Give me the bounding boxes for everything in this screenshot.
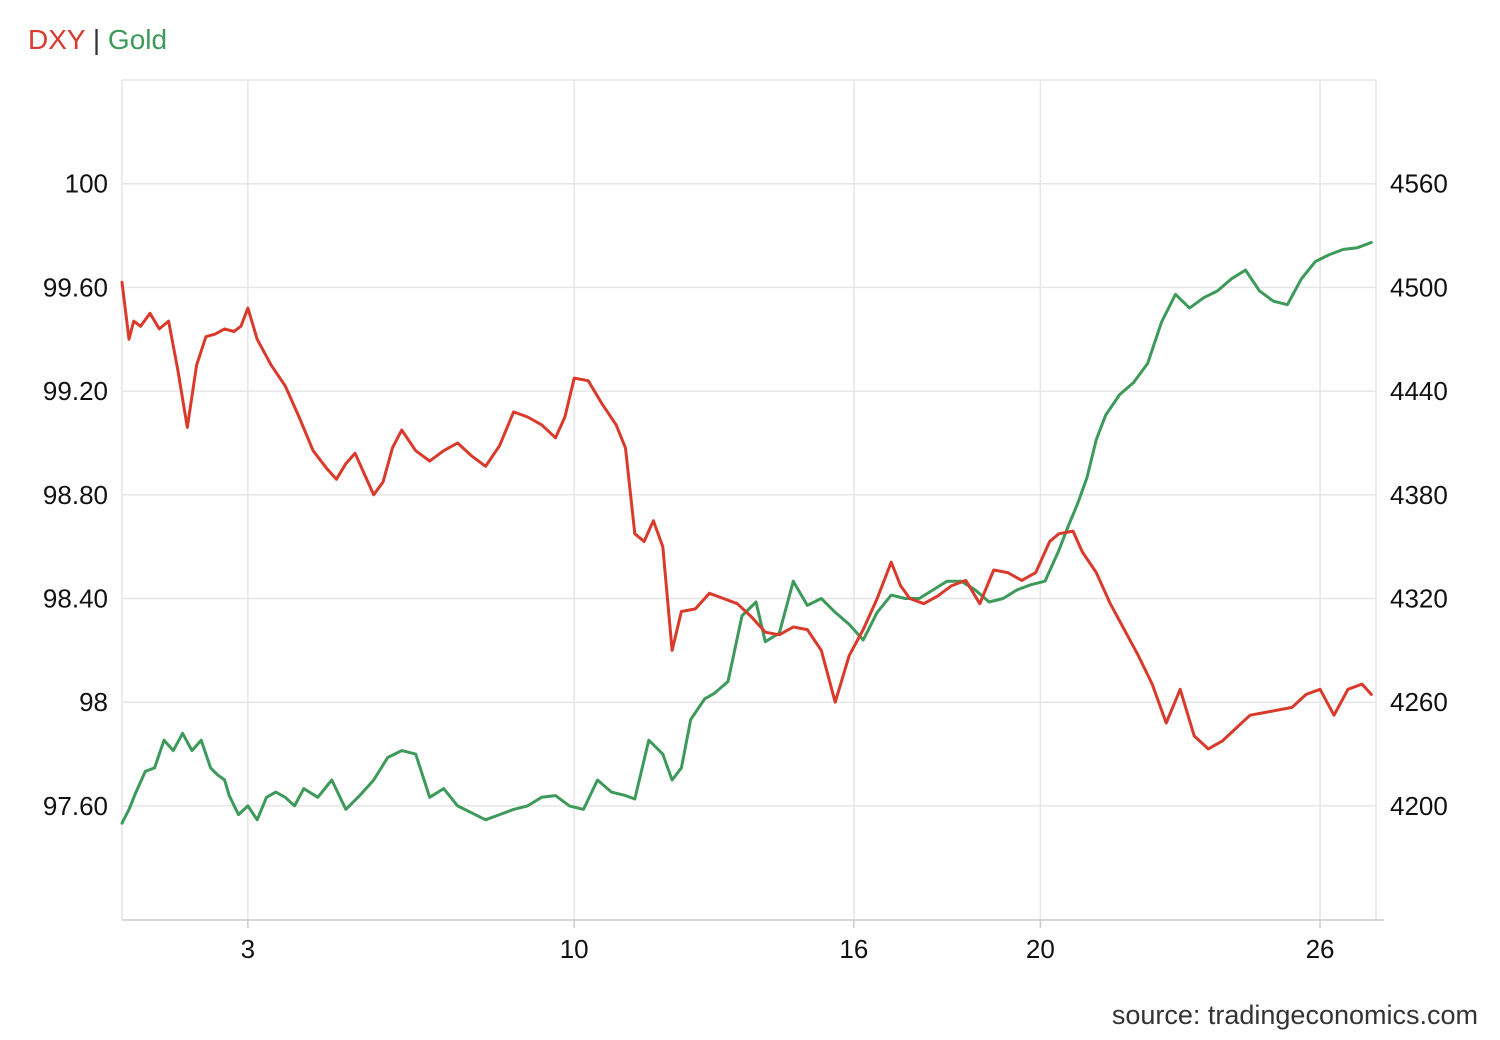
y-left-tick-label: 99.20	[43, 376, 108, 406]
y-left-tick-label: 98.80	[43, 480, 108, 510]
x-tick-label: 3	[241, 934, 255, 964]
grid-lines	[122, 79, 1376, 920]
legend-gold: Gold	[107, 24, 168, 55]
x-tick-label: 10	[560, 934, 589, 964]
y-left-tick-label: 98	[79, 687, 108, 717]
y-right-tick-label: 4500	[1390, 272, 1448, 302]
series-lines	[120, 241, 1373, 825]
y-left-tick-label: 98.40	[43, 584, 108, 614]
legend-separator: |	[92, 24, 101, 55]
x-tick-label: 26	[1306, 934, 1335, 964]
y-right-tick-label: 4320	[1390, 584, 1448, 614]
x-tick-label: 16	[839, 934, 868, 964]
y-right-tick-label: 4200	[1390, 791, 1448, 821]
y-right-tick-label: 4260	[1390, 687, 1448, 717]
y-left-tick-label: 97.60	[43, 791, 108, 821]
series-line-dxy	[120, 280, 1373, 751]
x-tick-label: 20	[1026, 934, 1055, 964]
y-right-tick-label: 4440	[1390, 376, 1448, 406]
legend-dxy: DXY	[28, 24, 86, 55]
series-line-gold	[120, 241, 1373, 825]
axes	[121, 80, 1384, 928]
chart-legend: DXY | Gold	[28, 24, 167, 56]
y-right-tick-label: 4560	[1390, 169, 1448, 199]
source-attribution: source: tradingeconomics.com	[1111, 1000, 1478, 1030]
y-right-tick-label: 4380	[1390, 480, 1448, 510]
y-left-tick-label: 100	[65, 169, 108, 199]
y-left-tick-label: 99.60	[43, 272, 108, 302]
tick-labels: 97.60 98 98.40 98.80 99.20 99.60 100 4200 4260 43…	[43, 169, 1448, 964]
